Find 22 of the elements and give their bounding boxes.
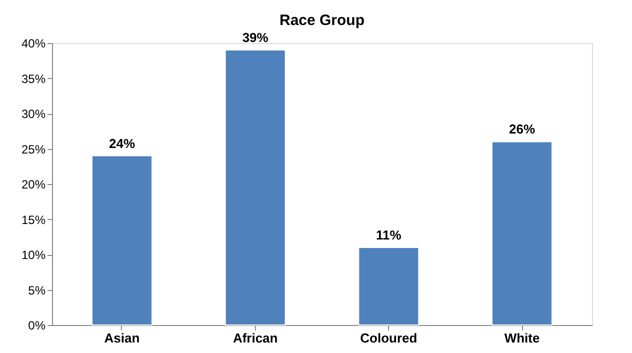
data-label: 39%: [242, 30, 269, 46]
x-tick-label: Coloured: [360, 330, 418, 346]
y-tick-label: 5%: [28, 283, 46, 298]
y-tick-label: 15%: [21, 212, 46, 227]
bar: [92, 155, 152, 326]
y-tick-label: 25%: [21, 142, 46, 156]
y-tick-label: 0%: [28, 318, 46, 332]
y-tick-label: 30%: [21, 107, 46, 121]
y-tick-label: 35%: [21, 72, 46, 86]
bar: [492, 141, 552, 326]
data-label: 11%: [376, 227, 402, 242]
x-tick-label: African: [232, 330, 278, 346]
bar: [358, 246, 420, 326]
data-label: 26%: [508, 122, 536, 137]
bar: [224, 50, 286, 326]
y-tick-label: 40%: [21, 36, 46, 50]
y-tick-label: 20%: [21, 178, 46, 192]
x-tick-label: White: [504, 330, 540, 346]
chart-title: Race Group: [279, 12, 365, 30]
x-tick-label: Asian: [104, 330, 140, 346]
y-tick-label: 10%: [21, 248, 46, 262]
data-label: 24%: [108, 136, 136, 151]
